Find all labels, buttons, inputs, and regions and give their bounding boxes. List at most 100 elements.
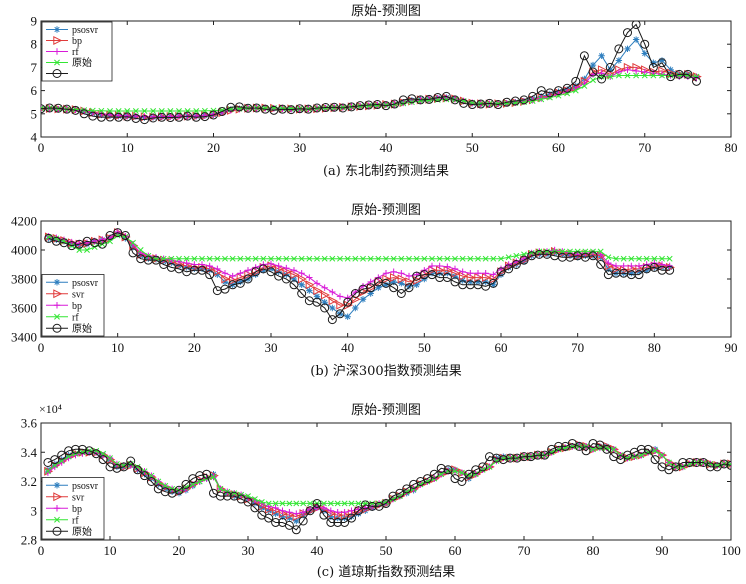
data-point-bp <box>313 280 321 287</box>
x-tick-label: 70 <box>638 140 651 155</box>
data-point-original <box>159 260 169 269</box>
data-point-rf <box>183 255 190 262</box>
y-tick-label: 6 <box>31 83 38 98</box>
legend-marker-rf <box>54 59 60 66</box>
data-point-original <box>338 103 348 113</box>
series-original <box>43 438 731 535</box>
data-point-original <box>114 112 124 122</box>
data-point-original <box>422 474 432 484</box>
data-point-rf <box>610 446 617 453</box>
data-point-bp <box>605 259 612 267</box>
data-point-bp <box>497 265 505 273</box>
data-point-original <box>602 444 612 454</box>
x-tick-label: 80 <box>648 340 661 355</box>
x-tick-label: 0 <box>38 140 45 155</box>
data-point-psosvr <box>260 267 267 274</box>
y-tick-label: 7 <box>31 60 38 75</box>
data-point-original <box>698 457 708 467</box>
data-point-psosvr <box>214 271 221 278</box>
x-tick-label: 10 <box>111 340 124 355</box>
data-point-original <box>148 113 158 123</box>
x-tick-label: 10 <box>104 543 117 558</box>
data-point-psosvr <box>628 270 635 277</box>
x-tick-label: 80 <box>587 543 600 558</box>
data-point-original <box>657 58 667 68</box>
data-point-rf <box>652 447 659 454</box>
legend-marker-svr <box>53 289 63 299</box>
data-point-original <box>53 103 63 113</box>
data-point-bp <box>286 509 293 516</box>
data-point-rf <box>665 459 672 466</box>
data-point-rf <box>355 500 362 507</box>
data-point-original <box>390 99 400 109</box>
data-point-rf <box>429 255 435 262</box>
data-point-rf <box>298 255 305 262</box>
data-point-rf <box>365 102 372 109</box>
series-line-rf <box>48 234 670 260</box>
x-tick-label: 60 <box>449 543 462 558</box>
data-point-rf <box>538 96 545 103</box>
data-point-svr <box>458 271 468 281</box>
data-point-psosvr <box>329 304 336 312</box>
data-point-original <box>429 469 439 479</box>
data-point-bp <box>290 267 298 274</box>
data-point-original <box>595 440 605 450</box>
data-point-original <box>202 469 212 479</box>
data-point-original <box>183 111 193 121</box>
data-point-original <box>360 500 370 510</box>
data-point-rf <box>475 255 481 262</box>
data-point-original <box>312 498 322 508</box>
data-point-original <box>705 462 715 472</box>
data-point-original <box>250 503 260 513</box>
data-point-psosvr <box>474 278 482 286</box>
data-point-psosvr <box>367 290 374 297</box>
data-point-rf <box>283 255 290 262</box>
data-point-svr <box>397 274 407 284</box>
y-tick-label: 3.6 <box>21 416 38 431</box>
data-point-svr <box>285 510 295 520</box>
data-point-rf <box>572 87 579 94</box>
data-point-psosvr <box>497 271 505 278</box>
data-point-original <box>312 297 322 307</box>
data-point-original <box>571 76 581 86</box>
data-point-psosvr <box>313 293 321 300</box>
data-point-psosvr <box>624 45 631 53</box>
data-point-original <box>478 462 488 472</box>
data-point-original <box>71 444 80 454</box>
data-point-original <box>364 100 374 110</box>
series-group <box>43 438 731 535</box>
data-point-rf <box>141 108 148 114</box>
data-point-bp <box>237 270 244 277</box>
data-point-rf <box>322 105 329 112</box>
legend-label: bp <box>72 504 82 515</box>
data-point-bp <box>434 95 441 102</box>
data-point-rf <box>222 255 228 262</box>
data-point-original <box>692 76 701 86</box>
data-point-original <box>50 455 60 465</box>
data-point-psosvr <box>667 66 674 73</box>
data-point-psosvr <box>348 513 355 520</box>
data-point-original <box>181 479 191 489</box>
data-point-original <box>381 278 391 288</box>
data-point-original <box>113 228 123 238</box>
data-point-original <box>685 457 695 467</box>
data-point-bp <box>80 107 88 115</box>
y-multiplier-label: ×10⁴ <box>39 402 62 416</box>
data-point-rf <box>210 474 217 481</box>
data-point-rf <box>150 108 157 114</box>
data-point-rf <box>279 105 286 112</box>
data-point-psosvr <box>428 270 436 277</box>
data-point-rf <box>176 255 182 262</box>
data-point-bp <box>283 264 290 272</box>
data-point-psosvr <box>298 281 305 288</box>
data-point-rf <box>728 460 731 467</box>
x-tick-label: 30 <box>265 340 278 355</box>
data-point-bp <box>490 271 497 278</box>
data-point-bp <box>615 68 623 76</box>
data-point-original <box>395 488 405 498</box>
data-point-rf <box>590 77 596 84</box>
plot-area <box>40 422 732 541</box>
data-point-original <box>526 452 536 462</box>
data-point-psosvr <box>252 271 259 278</box>
